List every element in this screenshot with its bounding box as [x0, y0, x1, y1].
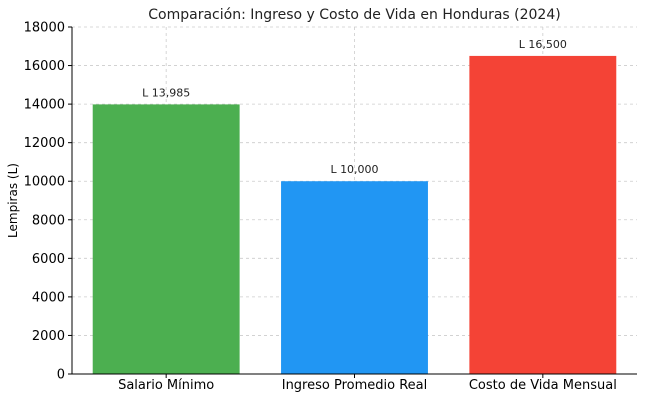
labels-layer: 0 2000 4000 6000 8000 10000 12000 14000 16000 180… [24, 21, 617, 394]
y-tick-label: 14000 [24, 98, 65, 113]
bar-value-label: L 10,000 [330, 163, 378, 176]
axes-layer [68, 26, 637, 378]
bar-value-label: L 16,500 [519, 38, 567, 51]
y-tick-label: 0 [57, 368, 65, 383]
bar [281, 181, 428, 374]
y-tick-label: 2000 [32, 329, 65, 344]
bars-layer [92, 55, 617, 375]
x-tick-label: Ingreso Promedio Real [282, 378, 428, 393]
x-tick-label: Costo de Vida Mensual [469, 378, 617, 393]
y-tick-label: 18000 [24, 21, 65, 36]
y-tick-label: 12000 [24, 136, 65, 151]
y-tick-label: 10000 [24, 175, 65, 190]
bar [469, 55, 617, 375]
y-tick-label: 4000 [32, 290, 65, 305]
bar-value-label: L 13,985 [142, 86, 190, 99]
x-tick-label: Salario Mínimo [118, 378, 214, 393]
y-axis-label: Lempiras (L) [6, 163, 20, 238]
y-tick-label: 6000 [32, 252, 65, 267]
y-tick-label: 8000 [32, 213, 65, 228]
chart-title: Comparación: Ingreso y Costo de Vida en … [148, 7, 560, 23]
bar [92, 104, 240, 375]
y-tick-label: 16000 [24, 59, 65, 74]
